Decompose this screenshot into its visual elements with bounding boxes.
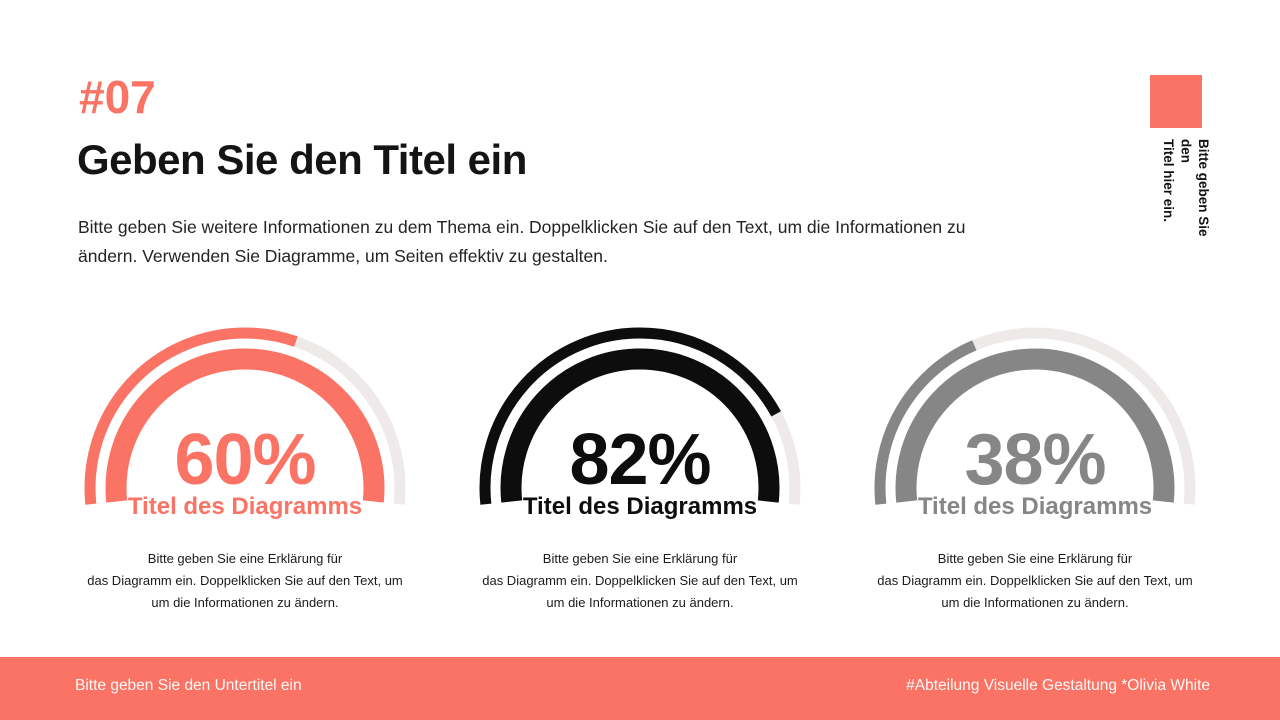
- gauge-title[interactable]: Titel des Diagramms: [127, 493, 363, 520]
- gauge-chart-2[interactable]: 82% Titel des Diagramms Bitte geben Sie …: [460, 314, 820, 634]
- gauge-value: 60%: [174, 420, 316, 500]
- gauge-description[interactable]: Bitte geben Sie eine Erklärung für das D…: [87, 551, 403, 610]
- gauges-row: 60% Titel des Diagramms Bitte geben Sie …: [65, 314, 1215, 634]
- gauge-arc-svg: [460, 314, 820, 515]
- accent-square-decor: [1150, 75, 1202, 128]
- footer-credit: #Abteilung Visuelle Gestaltung *Olivia W…: [906, 676, 1210, 694]
- gauge-title[interactable]: Titel des Diagramms: [522, 493, 758, 520]
- footer-subtitle[interactable]: Bitte geben Sie den Untertitel ein: [75, 676, 302, 694]
- footer-bar: Bitte geben Sie den Untertitel ein #Abte…: [0, 657, 1280, 720]
- gauge-value: 38%: [964, 420, 1106, 500]
- gauge-title[interactable]: Titel des Diagramms: [917, 493, 1153, 520]
- gauge-description[interactable]: Bitte geben Sie eine Erklärung für das D…: [877, 551, 1193, 610]
- gauge-description[interactable]: Bitte geben Sie eine Erklärung für das D…: [482, 551, 798, 610]
- page-title[interactable]: Geben Sie den Titel ein: [77, 136, 527, 183]
- gauge-chart-3[interactable]: 38% Titel des Diagramms Bitte geben Sie …: [855, 314, 1215, 634]
- gauge-chart-1[interactable]: 60% Titel des Diagramms Bitte geben Sie …: [65, 314, 425, 634]
- gauge-value: 82%: [569, 420, 711, 500]
- gauge-arc-svg: [65, 314, 425, 515]
- side-vertical-note[interactable]: Bitte geben Sie den Titel hier ein.: [1161, 139, 1211, 237]
- gauge-arc-svg: [855, 314, 1215, 515]
- page-description[interactable]: Bitte geben Sie weitere Informationen zu…: [78, 217, 966, 266]
- slide-number: #07: [79, 71, 156, 123]
